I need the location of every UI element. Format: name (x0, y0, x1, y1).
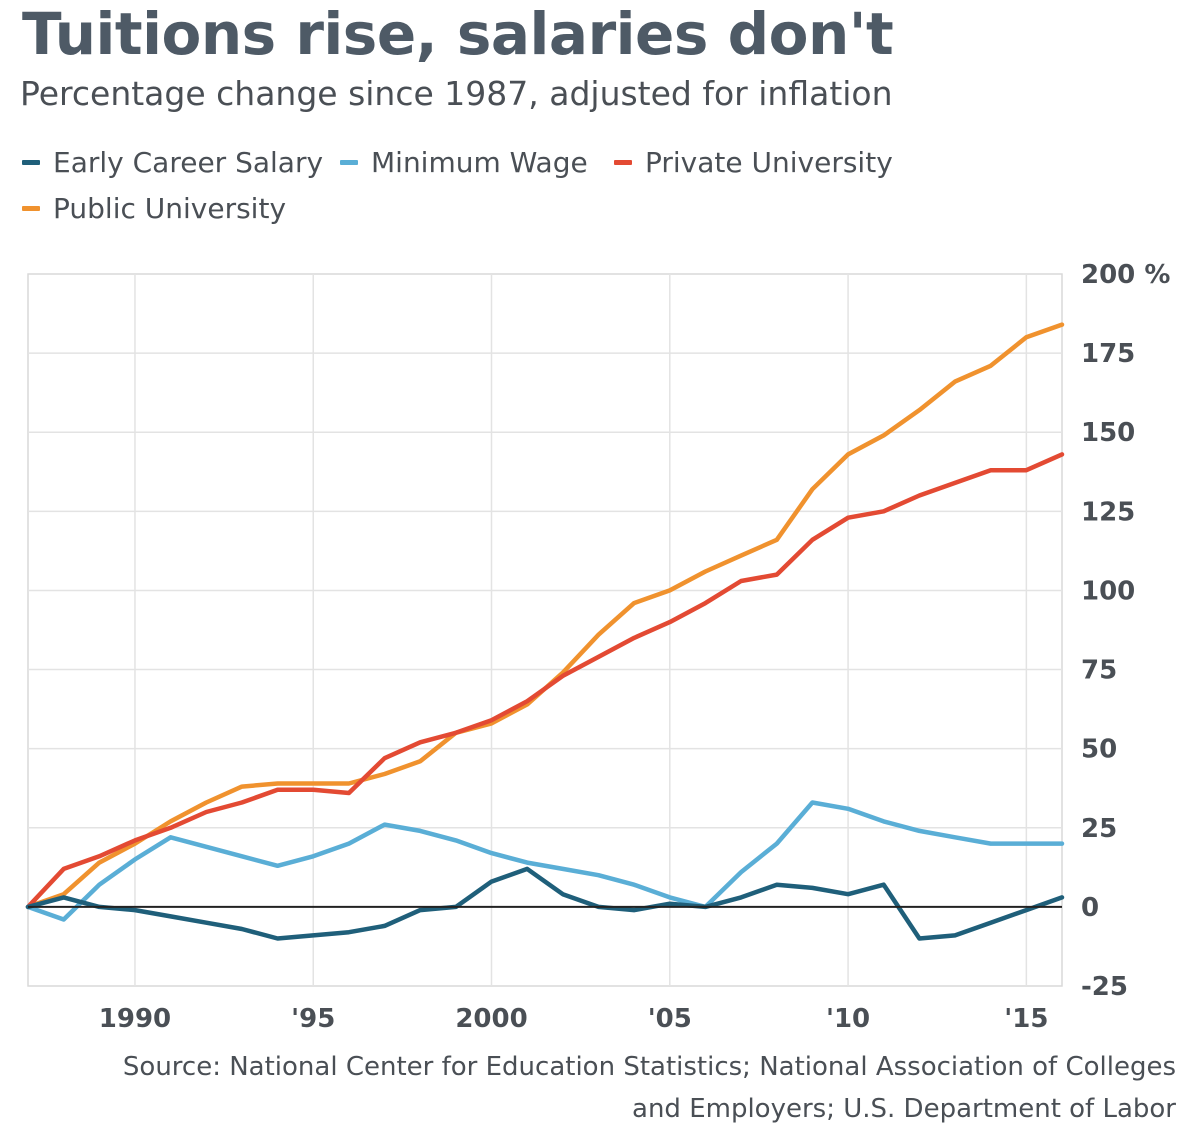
legend-label: Public University (53, 192, 287, 225)
source-line-1: Source: National Center for Education St… (122, 1052, 1176, 1082)
y-tick-label: 125 (1081, 497, 1135, 527)
gridlines (28, 274, 1062, 986)
x-tick-label: '05 (648, 1004, 692, 1034)
y-tick-label: 0 (1081, 893, 1099, 923)
legend-item-public-university: Public University (22, 192, 286, 225)
y-tick-label: 75 (1081, 656, 1117, 686)
series-line-minimum-wage (25, 800, 1065, 922)
series-line-private-university (25, 452, 1065, 910)
source-line-2: and Employers; U.S. Department of Labor (632, 1094, 1176, 1124)
y-axis-ticks: 200 % 175 150 125 100 75 50 25 0 -25 (1081, 260, 1170, 1002)
chart-subtitle: Percentage change since 1987, adjusted f… (20, 74, 893, 113)
y-tick-label: 200 % (1081, 260, 1170, 290)
y-tick-label: 25 (1081, 814, 1117, 844)
x-axis-ticks: 1990 '95 2000 '05 '10 '15 (99, 1004, 1049, 1034)
legend-swatch (614, 160, 632, 165)
legend-label: Early Career Salary (53, 146, 324, 179)
x-tick-label: '15 (1004, 1004, 1048, 1034)
legend-item-early-career-salary: Early Career Salary (22, 146, 323, 179)
legend-swatch (22, 206, 40, 211)
x-tick-label: 2000 (455, 1004, 527, 1034)
source-note: Source: National Center for Education St… (26, 1046, 1176, 1130)
x-tick-label: '95 (291, 1004, 335, 1034)
x-tick-label: '10 (826, 1004, 870, 1034)
legend-label: Minimum Wage (371, 146, 588, 179)
y-tick-label: 175 (1081, 339, 1135, 369)
y-tick-label: 100 (1081, 576, 1135, 606)
series-lines (25, 322, 1065, 941)
legend-item-minimum-wage: Minimum Wage (340, 146, 588, 179)
y-tick-label: 150 (1081, 418, 1135, 448)
legend-swatch (22, 160, 40, 165)
legend-swatch (340, 160, 358, 165)
x-tick-label: 1990 (99, 1004, 171, 1034)
chart-title: Tuitions rise, salaries don't (22, 0, 894, 68)
series-line-early-career-salary (25, 866, 1065, 941)
y-tick-label: -25 (1081, 972, 1128, 1002)
legend-label: Private University (645, 146, 893, 179)
y-tick-label: 50 (1081, 735, 1117, 765)
legend-item-private-university: Private University (614, 146, 893, 179)
